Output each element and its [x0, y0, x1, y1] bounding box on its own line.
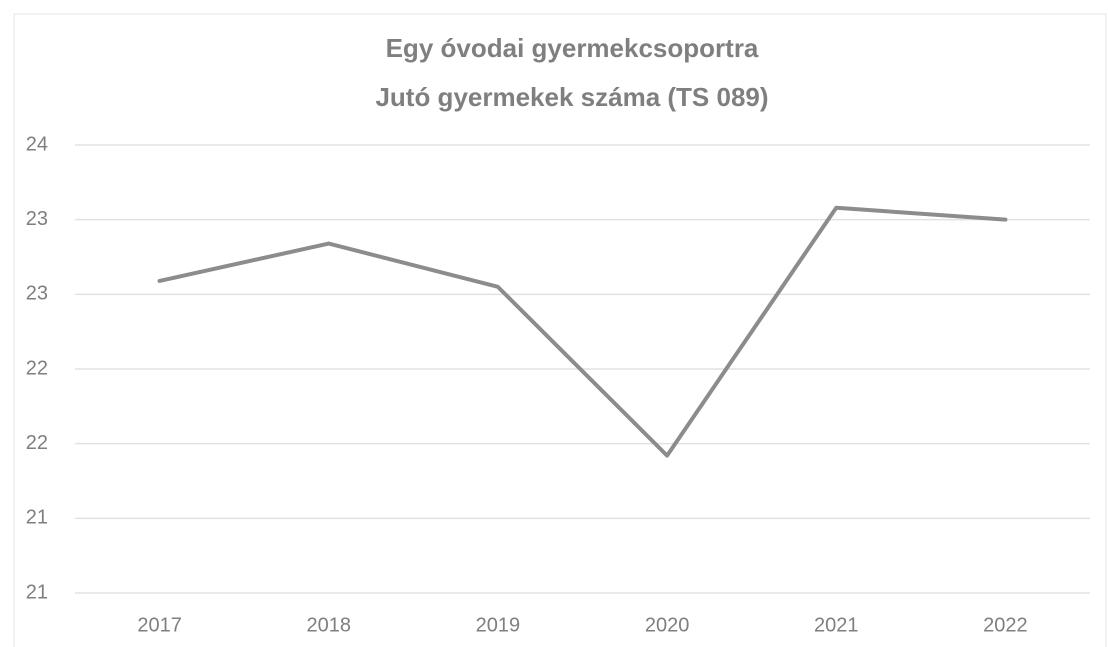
- chart-title: Egy óvodai gyermekcsoportra: [386, 33, 759, 63]
- x-tick-label: 2018: [307, 614, 352, 636]
- x-tick-label: 2020: [645, 614, 690, 636]
- x-tick-label: 2022: [983, 614, 1028, 636]
- x-tick-label: 2021: [814, 614, 859, 636]
- y-tick-label: 24: [26, 133, 48, 155]
- y-tick-label: 21: [26, 507, 48, 529]
- y-tick-label: 21: [26, 581, 48, 603]
- y-tick-label: 23: [26, 283, 48, 305]
- x-tick-label: 2017: [137, 614, 182, 636]
- y-tick-label: 23: [26, 208, 48, 230]
- chart-title: Jutó gyermekek száma (TS 089): [375, 82, 768, 112]
- y-tick-label: 22: [26, 432, 48, 454]
- data-line: [157, 205, 1008, 458]
- chart-border: [13, 13, 1107, 647]
- x-tick-label: 2019: [476, 614, 521, 636]
- y-tick-label: 22: [26, 357, 48, 379]
